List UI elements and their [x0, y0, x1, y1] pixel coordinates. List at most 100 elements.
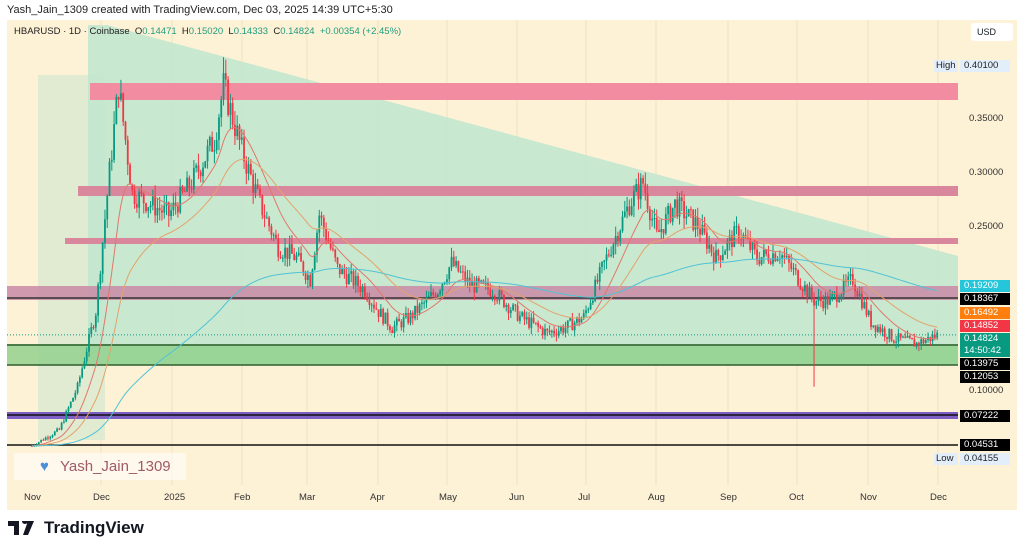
- candle-body: [872, 325, 875, 328]
- price-tick: 0.25000: [969, 220, 1004, 232]
- candle-body: [637, 184, 640, 200]
- candle-body: [874, 325, 877, 332]
- tradingview-logo[interactable]: TradingView: [8, 518, 144, 538]
- price-label: 0.04531: [960, 439, 1010, 451]
- candle-body: [915, 342, 918, 347]
- candle-body: [370, 304, 373, 306]
- candle-body: [256, 184, 259, 189]
- candle-body: [642, 178, 644, 184]
- high-value: 0.40100: [960, 60, 1010, 72]
- candle-body: [309, 275, 312, 287]
- candle-body: [222, 73, 225, 100]
- candle-body: [555, 333, 558, 336]
- candle-body: [705, 232, 708, 249]
- candle-body: [240, 137, 243, 140]
- candle-body: [648, 208, 651, 221]
- candle-body: [767, 253, 770, 262]
- candle-body: [888, 329, 891, 339]
- candle-body: [69, 401, 72, 408]
- candle-body: [838, 299, 841, 303]
- candle-body: [382, 308, 385, 324]
- candle-body: [88, 333, 90, 352]
- resistance-zone: [65, 238, 958, 244]
- candle-body: [104, 219, 106, 243]
- candle-body: [756, 249, 758, 261]
- candle-body: [847, 276, 850, 282]
- candle-body: [480, 280, 483, 283]
- candle-body: [781, 255, 784, 259]
- candle-body: [571, 318, 574, 331]
- candle-body: [619, 230, 622, 242]
- candle-body: [660, 229, 663, 233]
- candle-body: [633, 191, 635, 207]
- symbol-name[interactable]: HBARUSD · 1D · Coinbase: [14, 26, 130, 37]
- candle-body: [719, 255, 722, 261]
- currency-button[interactable]: USD: [971, 23, 1013, 41]
- candle-body: [247, 164, 250, 174]
- candle-body: [288, 244, 291, 259]
- chart-area[interactable]: HBARUSD · 1D · Coinbase O0.14471 H0.1502…: [7, 20, 1017, 510]
- candle-body: [67, 407, 70, 412]
- support-zone: [7, 344, 958, 365]
- price-chart[interactable]: [7, 20, 1017, 510]
- candle-body: [489, 289, 492, 297]
- heart-icon: ♥: [40, 458, 49, 475]
- candle-body: [817, 296, 820, 301]
- candle-body: [430, 292, 432, 297]
- candle-body: [149, 205, 152, 208]
- price-label: 0.14852: [960, 320, 1010, 332]
- candle-body: [639, 178, 642, 200]
- candle-body: [60, 422, 63, 430]
- candle-body: [892, 340, 895, 343]
- candle-body: [322, 217, 325, 229]
- candle-body: [379, 308, 382, 317]
- candle-body: [477, 278, 480, 283]
- candle-body: [108, 161, 111, 196]
- candle-body: [389, 326, 391, 331]
- candle-body: [101, 242, 104, 274]
- candle-body: [47, 437, 49, 439]
- candle-body: [933, 334, 936, 338]
- candle-body: [446, 279, 448, 283]
- price-tick: 0.30000: [969, 166, 1004, 178]
- candle-body: [507, 304, 510, 314]
- candle-body: [676, 199, 679, 217]
- candle-body: [420, 302, 423, 305]
- candle-body: [63, 421, 65, 423]
- candle-body: [904, 336, 907, 338]
- candle-body: [434, 294, 437, 298]
- candle-body: [589, 302, 592, 310]
- candle-body: [806, 285, 809, 298]
- candle-body: [473, 281, 476, 293]
- candle-body: [334, 249, 337, 258]
- candle-body: [710, 244, 713, 253]
- candle-body: [760, 257, 763, 265]
- candle-body: [400, 321, 403, 328]
- candle-body: [234, 124, 236, 137]
- candle-body: [393, 325, 396, 334]
- time-tick: Aug: [648, 492, 665, 503]
- candle-body: [918, 342, 920, 346]
- candle-body: [498, 290, 501, 301]
- candle-body: [313, 254, 316, 270]
- candle-body: [302, 261, 305, 274]
- candle-body: [238, 125, 241, 140]
- candle-body: [99, 273, 102, 285]
- candle-body: [514, 304, 517, 306]
- candle-body: [377, 309, 380, 317]
- candle-body: [343, 268, 346, 274]
- candle-body: [475, 278, 478, 293]
- candle-body: [117, 97, 120, 100]
- candle-body: [607, 254, 610, 256]
- candle-body: [751, 243, 754, 250]
- time-tick: Dec: [93, 492, 110, 503]
- candle-body: [348, 273, 350, 285]
- high-value: 0.15020: [188, 26, 224, 37]
- candle-body: [623, 211, 626, 217]
- resistance-zone: [90, 83, 958, 100]
- candle-body: [813, 297, 815, 306]
- time-tick: May: [439, 492, 457, 503]
- candle-body: [509, 310, 512, 314]
- candle-body: [249, 164, 252, 175]
- candle-body: [113, 124, 115, 160]
